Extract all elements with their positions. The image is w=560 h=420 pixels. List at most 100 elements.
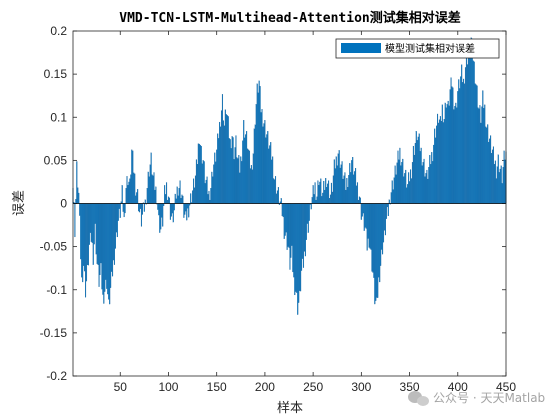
bar: [268, 148, 270, 204]
bar: [423, 158, 425, 204]
bar: [436, 125, 438, 204]
bar: [258, 80, 260, 204]
bar: [430, 164, 432, 204]
bar: [358, 196, 360, 204]
legend-entry-label: 模型测试集相对误差: [385, 42, 475, 55]
bar: [185, 203, 187, 212]
bar: [126, 176, 128, 204]
bar: [437, 122, 440, 204]
bar: [175, 198, 177, 204]
bar: [238, 155, 240, 204]
bar: [355, 168, 357, 204]
bar: [371, 203, 373, 272]
bar: [159, 203, 161, 233]
bar: [243, 120, 245, 204]
x-tick-label: 300: [351, 380, 371, 394]
bar: [415, 131, 417, 204]
bar: [310, 203, 312, 210]
bar: [303, 203, 305, 252]
bar: [427, 178, 429, 204]
x-tick-labels: 50 100 150 200 250 300 350 400 450: [114, 380, 517, 394]
bar: [274, 179, 276, 204]
bar: [391, 180, 393, 204]
bar: [96, 203, 98, 264]
bar: [213, 164, 215, 204]
bar: [332, 175, 334, 204]
bar: [92, 203, 94, 265]
bar: [397, 150, 399, 204]
bar: [482, 90, 484, 204]
bar: [166, 182, 168, 204]
wechat-icon: [408, 391, 429, 406]
bar: [131, 149, 133, 204]
bar: [112, 203, 114, 277]
bar: [251, 169, 253, 204]
bar: [388, 199, 390, 204]
bar: [90, 203, 92, 242]
bar: [425, 173, 427, 204]
bar: [413, 154, 415, 204]
bar: [409, 181, 411, 204]
bar: [488, 141, 490, 204]
bar: [220, 126, 222, 204]
bar: [330, 182, 332, 204]
bar: [245, 134, 247, 204]
bar: [81, 203, 83, 278]
bar: [459, 88, 461, 204]
bar: [343, 175, 345, 204]
bar: [503, 150, 505, 204]
bar: [210, 188, 212, 204]
bar: [326, 187, 328, 204]
bar: [476, 85, 478, 204]
bar: [207, 194, 209, 204]
bar: [500, 165, 502, 204]
bar: [216, 149, 218, 204]
bar: [133, 172, 135, 204]
y-tick-label: -0.2: [46, 369, 67, 383]
bar: [171, 203, 173, 214]
bar: [170, 203, 172, 217]
bar: [176, 186, 178, 204]
bar: [452, 87, 454, 204]
bar: [363, 203, 365, 231]
bar: [260, 112, 262, 204]
bar: [269, 145, 271, 204]
bar: [420, 147, 422, 204]
bar: [161, 203, 163, 218]
bar: [390, 192, 392, 204]
bar: [293, 203, 295, 278]
bar: [461, 64, 463, 204]
bar: [195, 159, 197, 204]
bar: [463, 78, 465, 204]
bar: [240, 156, 242, 204]
bar: [114, 203, 116, 249]
bar: [369, 203, 371, 249]
bar: [242, 140, 244, 204]
bar: [471, 38, 473, 204]
bar: [439, 116, 441, 204]
bar: [266, 134, 268, 204]
bar: [306, 203, 308, 224]
y-tick-labels: -0.2 -0.15 -0.1 -0.05 0 0.05 0.1 0.15 0.2: [40, 24, 68, 383]
bar: [208, 190, 210, 204]
bar: [402, 158, 404, 204]
bar: [322, 192, 324, 204]
bar: [338, 150, 340, 204]
bar: [433, 144, 435, 204]
bar: [109, 203, 111, 305]
bar: [435, 137, 437, 204]
bar: [281, 203, 283, 217]
bar: [146, 188, 148, 204]
bar: [248, 150, 251, 204]
bar: [316, 196, 318, 204]
bar: [419, 151, 421, 204]
bar: [234, 147, 236, 204]
bar: [501, 183, 503, 204]
bar: [400, 165, 402, 204]
bar: [253, 128, 255, 204]
bar: [344, 172, 346, 204]
bar: [365, 203, 367, 229]
bar: [138, 203, 140, 212]
bar: [320, 178, 322, 204]
x-tick-label: 400: [448, 380, 468, 394]
